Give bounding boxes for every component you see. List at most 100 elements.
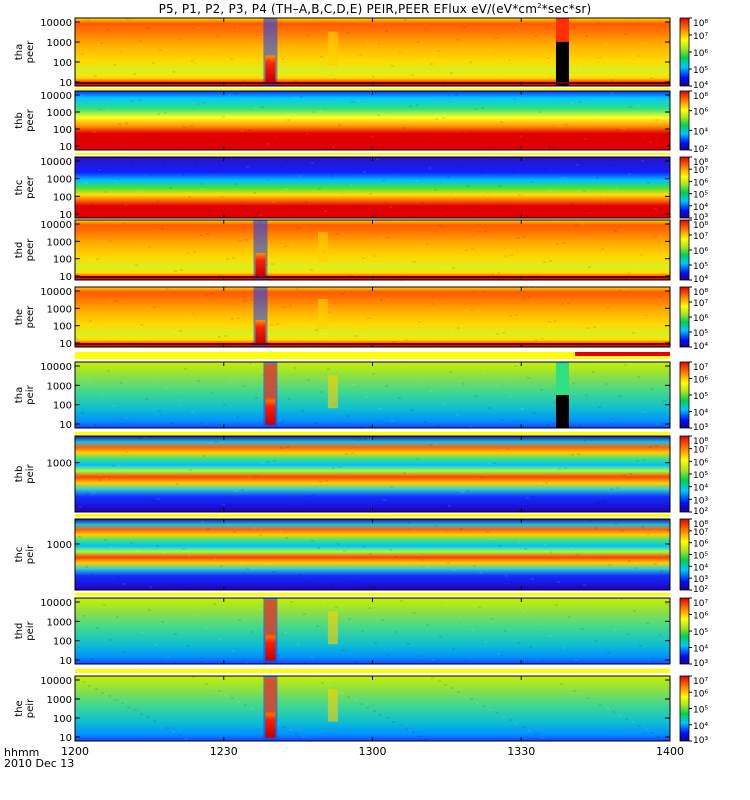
noise-speck [154, 644, 157, 646]
noise-speck [120, 382, 123, 384]
colorbar-tick-label: 10⁷ [693, 599, 708, 609]
noise-speck [176, 483, 179, 485]
noise-speck [641, 526, 644, 528]
noise-speck [434, 525, 437, 527]
noise-speck [139, 363, 142, 365]
noise-speck [332, 146, 335, 148]
injection-burst [255, 320, 266, 344]
noise-speck [492, 159, 495, 161]
noise-speck [390, 91, 393, 93]
noise-speck [384, 113, 387, 115]
colorbar [679, 361, 690, 429]
noise-speck [251, 631, 254, 633]
noise-speck [578, 101, 581, 103]
noise-speck [462, 383, 465, 385]
noise-speck [562, 242, 565, 244]
noise-speck [173, 331, 176, 333]
noise-speck [611, 79, 614, 81]
noise-speck [151, 135, 154, 137]
noise-speck [444, 345, 447, 347]
panel-tha-peer [74, 17, 692, 87]
noise-speck [508, 396, 511, 398]
colorbar [679, 219, 690, 281]
noise-speck [237, 701, 240, 703]
noise-speck [429, 444, 432, 446]
noise-speck [434, 189, 437, 191]
noise-speck [222, 116, 225, 118]
noise-speck [91, 204, 94, 206]
noise-speck [86, 493, 89, 495]
noise-speck [612, 711, 615, 713]
noise-speck [108, 695, 111, 697]
noise-speck [371, 136, 374, 138]
noise-speck [657, 736, 660, 738]
noise-speck [591, 137, 594, 139]
noise-speck [236, 416, 239, 418]
noise-speck [171, 422, 174, 424]
noise-speck [165, 84, 168, 86]
noise-speck [499, 185, 502, 187]
noise-speck [221, 196, 224, 198]
noise-speck [619, 290, 622, 292]
noise-speck [210, 392, 213, 394]
noise-speck [405, 339, 408, 341]
noise-speck [602, 557, 605, 559]
noise-speck [486, 198, 489, 200]
noise-speck [471, 248, 474, 250]
noise-speck [137, 191, 140, 193]
noise-speck [633, 271, 636, 273]
noise-speck [497, 272, 500, 274]
y-axis-label: the [14, 700, 25, 716]
noise-speck [597, 502, 600, 504]
noise-speck [418, 735, 421, 737]
y-tick-label: 1000 [47, 695, 72, 706]
noise-speck [183, 470, 186, 472]
noise-speck [379, 714, 382, 716]
noise-speck [178, 399, 181, 401]
noise-speck [474, 108, 477, 110]
noise-speck [442, 506, 445, 508]
noise-speck [254, 475, 257, 477]
noise-speck [435, 118, 438, 120]
y-tick-label: 10 [59, 210, 72, 221]
noise-speck [624, 364, 627, 366]
noise-speck [197, 27, 200, 29]
noise-speck [629, 106, 632, 108]
noise-speck [192, 312, 195, 314]
noise-speck [593, 326, 596, 328]
noise-speck [650, 388, 653, 390]
noise-speck [100, 393, 103, 395]
noise-speck [663, 400, 666, 402]
noise-speck [347, 696, 350, 698]
noise-speck [548, 321, 551, 323]
noise-speck [315, 329, 318, 331]
noise-speck [292, 214, 295, 216]
noise-speck [201, 521, 204, 523]
noise-speck [644, 42, 647, 44]
noise-speck [553, 401, 556, 403]
noise-speck [301, 410, 304, 412]
noise-speck [391, 420, 394, 422]
noise-speck [401, 563, 404, 565]
noise-speck [117, 576, 120, 578]
noise-speck [655, 119, 658, 121]
noise-speck [312, 494, 315, 496]
noise-speck [497, 653, 500, 655]
noise-speck [122, 651, 125, 653]
noise-speck [545, 148, 548, 150]
noise-speck [249, 362, 252, 364]
noise-speck [453, 198, 456, 200]
noise-speck [146, 27, 149, 29]
noise-speck [616, 129, 619, 131]
noise-speck [460, 163, 463, 165]
noise-speck [350, 580, 353, 582]
noise-speck [592, 371, 595, 373]
noise-speck [94, 75, 97, 77]
noise-speck [585, 394, 588, 396]
noise-speck [632, 332, 635, 334]
noise-speck [438, 680, 441, 682]
noise-speck [125, 122, 128, 124]
noise-speck [214, 558, 217, 560]
noise-speck [421, 202, 424, 204]
colorbar-tick-label: 10⁵ [693, 191, 708, 201]
